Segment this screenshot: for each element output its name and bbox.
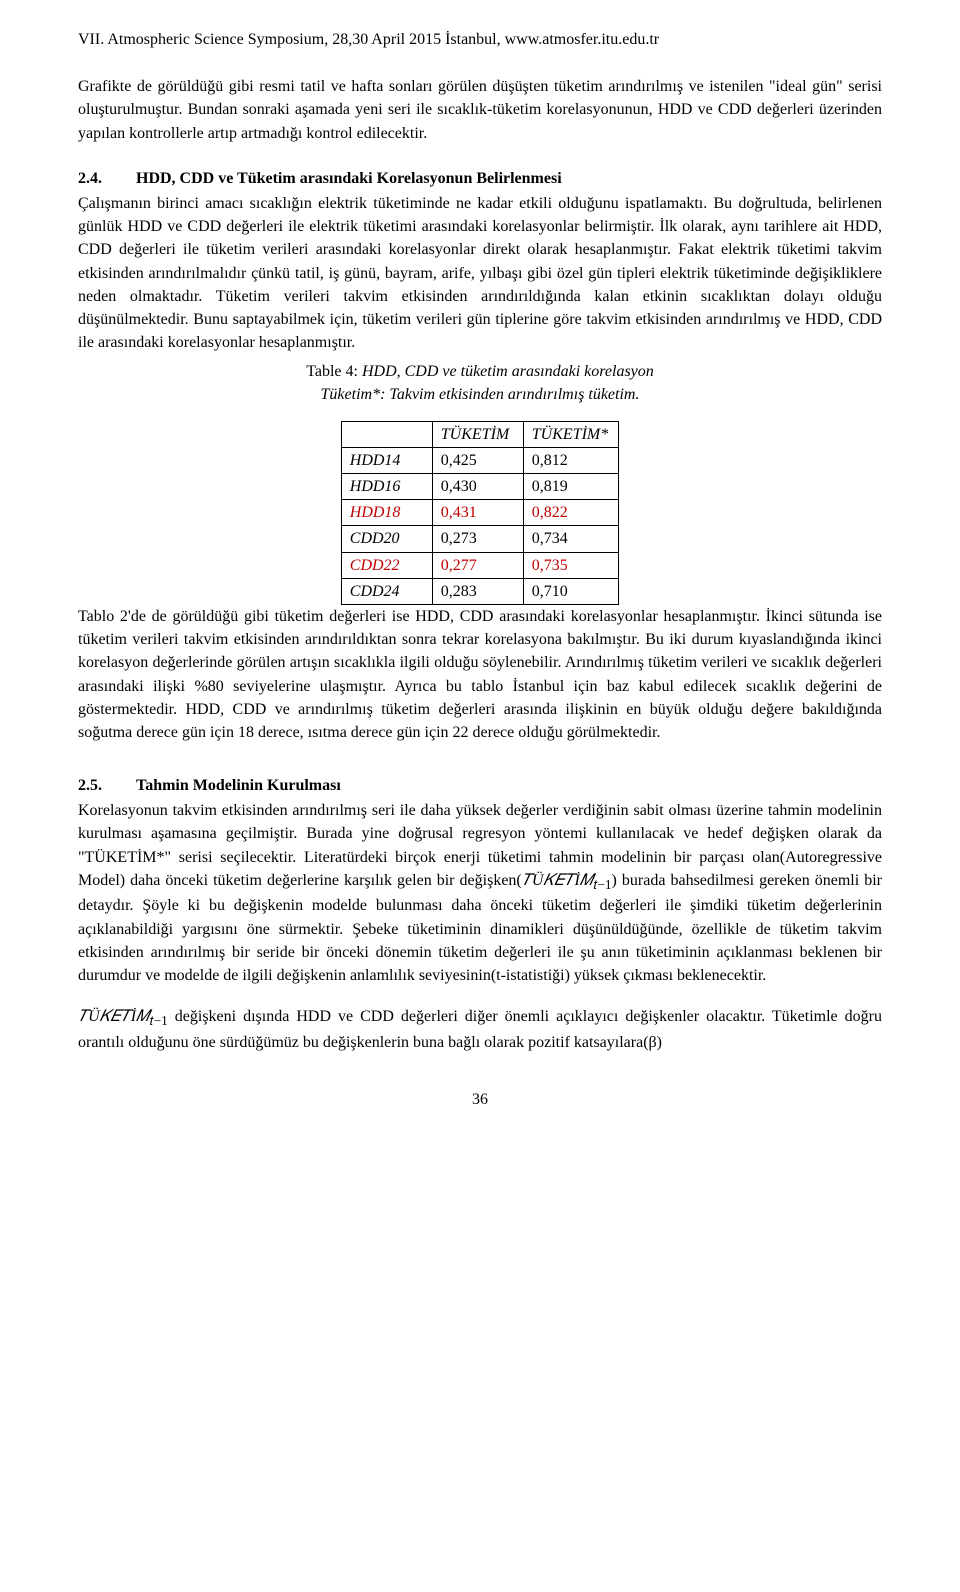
- math-subscript: 𝑡−1: [593, 877, 611, 892]
- table-row-highlight: CDD22 0,277 0,735: [341, 552, 618, 578]
- table-row: CDD24 0,283 0,710: [341, 578, 618, 604]
- row-val1: 0,277: [432, 552, 523, 578]
- page-header: VII. Atmospheric Science Symposium, 28,3…: [78, 28, 882, 51]
- table-row-highlight: HDD18 0,431 0,822: [341, 500, 618, 526]
- table-row: HDD16 0,430 0,819: [341, 474, 618, 500]
- row-val1: 0,273: [432, 526, 523, 552]
- row-val2: 0,822: [523, 500, 618, 526]
- row-val2: 0,819: [523, 474, 618, 500]
- section-title: HDD, CDD ve Tüketim arasındaki Korelasyo…: [136, 170, 562, 187]
- paragraph-last: 𝑇Ü𝐾𝐸𝑇İ𝑀𝑡−1 değişkeni dışında HDD ve CDD …: [78, 1005, 882, 1054]
- table-row: CDD20 0,273 0,734: [341, 526, 618, 552]
- paragraph-after-table: Tablo 2'de de görüldüğü gibi tüketim değ…: [78, 605, 882, 744]
- section-number: 2.4.: [78, 167, 132, 190]
- page-number: 36: [78, 1088, 882, 1131]
- caption-text: HDD, CDD ve tüketim arasındaki korelasyo…: [362, 363, 654, 380]
- row-val2: 0,710: [523, 578, 618, 604]
- row-label: HDD18: [341, 500, 432, 526]
- row-val2: 0,735: [523, 552, 618, 578]
- section-2-4-body: Çalışmanın birinci amacı sıcaklığın elek…: [78, 192, 882, 354]
- table-caption-line1: Table 4: HDD, CDD ve tüketim arasındaki …: [78, 360, 882, 383]
- table-row: HDD14 0,425 0,812: [341, 447, 618, 473]
- table-header-tuketim: TÜKETİM: [432, 421, 523, 447]
- section-2-5-body: Korelasyonun takvim etkisinden arındırıl…: [78, 799, 882, 987]
- row-val2: 0,734: [523, 526, 618, 552]
- math-var: 𝑇Ü𝐾𝐸𝑇İ𝑀: [522, 872, 594, 889]
- caption-lead: Table 4:: [306, 363, 362, 380]
- table-header-blank: [341, 421, 432, 447]
- paragraph-intro: Grafikte de görüldüğü gibi resmi tatil v…: [78, 75, 882, 145]
- row-label: HDD16: [341, 474, 432, 500]
- row-label: CDD24: [341, 578, 432, 604]
- table-header-tuketim-star: TÜKETİM*: [523, 421, 618, 447]
- row-val2: 0,812: [523, 447, 618, 473]
- last-text: değişkeni dışında HDD ve CDD değerleri d…: [78, 1008, 882, 1051]
- table-caption-line2: Tüketim*: Takvim etkisinden arındırılmış…: [78, 383, 882, 406]
- math-var: 𝑇Ü𝐾𝐸𝑇İ𝑀: [78, 1008, 150, 1025]
- section-heading-2-5: 2.5. Tahmin Modelinin Kurulması: [78, 774, 882, 797]
- row-val1: 0,283: [432, 578, 523, 604]
- row-val1: 0,430: [432, 474, 523, 500]
- section-heading-2-4: 2.4. HDD, CDD ve Tüketim arasındaki Kore…: [78, 167, 882, 190]
- row-label: CDD22: [341, 552, 432, 578]
- table-header-row: TÜKETİM TÜKETİM*: [341, 421, 618, 447]
- correlation-table: TÜKETİM TÜKETİM* HDD14 0,425 0,812 HDD16…: [341, 421, 619, 605]
- row-val1: 0,425: [432, 447, 523, 473]
- math-subscript: 𝑡−1: [150, 1013, 168, 1028]
- row-label: HDD14: [341, 447, 432, 473]
- section-number: 2.5.: [78, 774, 132, 797]
- row-val1: 0,431: [432, 500, 523, 526]
- row-label: CDD20: [341, 526, 432, 552]
- section-title: Tahmin Modelinin Kurulması: [136, 777, 341, 794]
